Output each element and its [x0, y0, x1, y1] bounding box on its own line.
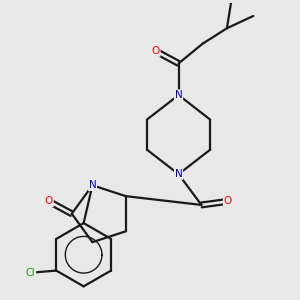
Text: N: N — [88, 180, 96, 190]
Text: O: O — [224, 196, 232, 206]
Text: N: N — [175, 90, 182, 100]
Text: Cl: Cl — [26, 268, 35, 278]
Text: O: O — [152, 46, 160, 56]
Text: O: O — [45, 196, 53, 206]
Text: N: N — [175, 169, 182, 179]
